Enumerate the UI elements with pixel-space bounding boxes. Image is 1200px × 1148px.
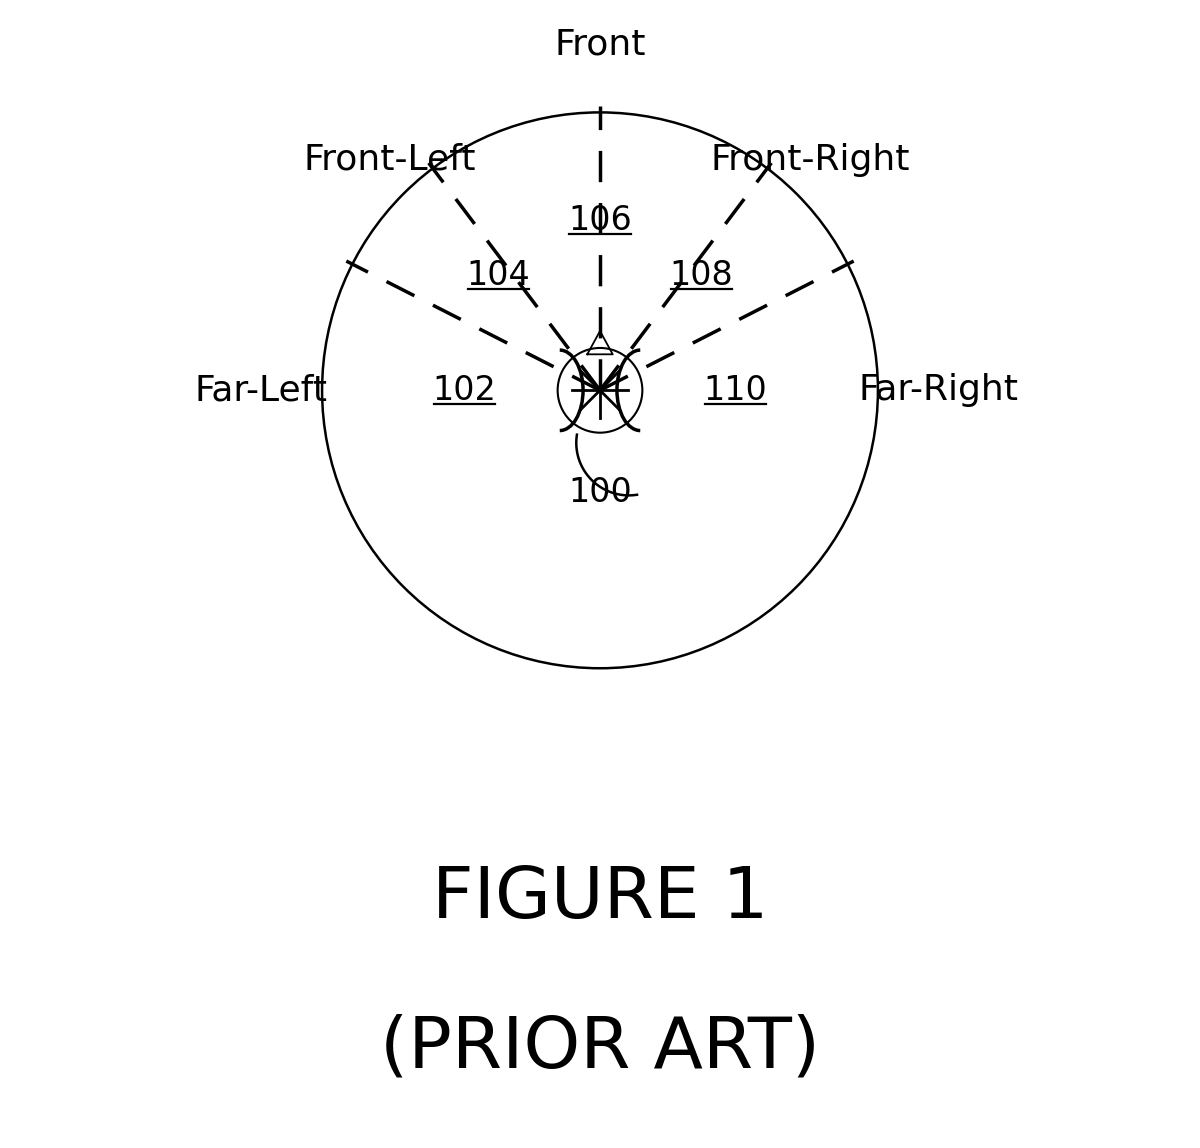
- Text: 100: 100: [568, 475, 632, 509]
- Text: Front-Right: Front-Right: [710, 142, 910, 177]
- Text: (PRIOR ART): (PRIOR ART): [380, 1013, 820, 1083]
- Text: Far-Left: Far-Left: [194, 373, 328, 408]
- Text: 106: 106: [568, 204, 632, 238]
- Text: 104: 104: [467, 258, 530, 292]
- Text: 110: 110: [703, 374, 768, 406]
- Text: 108: 108: [670, 258, 733, 292]
- Text: 102: 102: [432, 374, 497, 406]
- Text: Front-Left: Front-Left: [304, 142, 476, 177]
- Text: Far-Right: Far-Right: [859, 373, 1019, 408]
- Text: FIGURE 1: FIGURE 1: [432, 864, 768, 933]
- Text: Front: Front: [554, 28, 646, 62]
